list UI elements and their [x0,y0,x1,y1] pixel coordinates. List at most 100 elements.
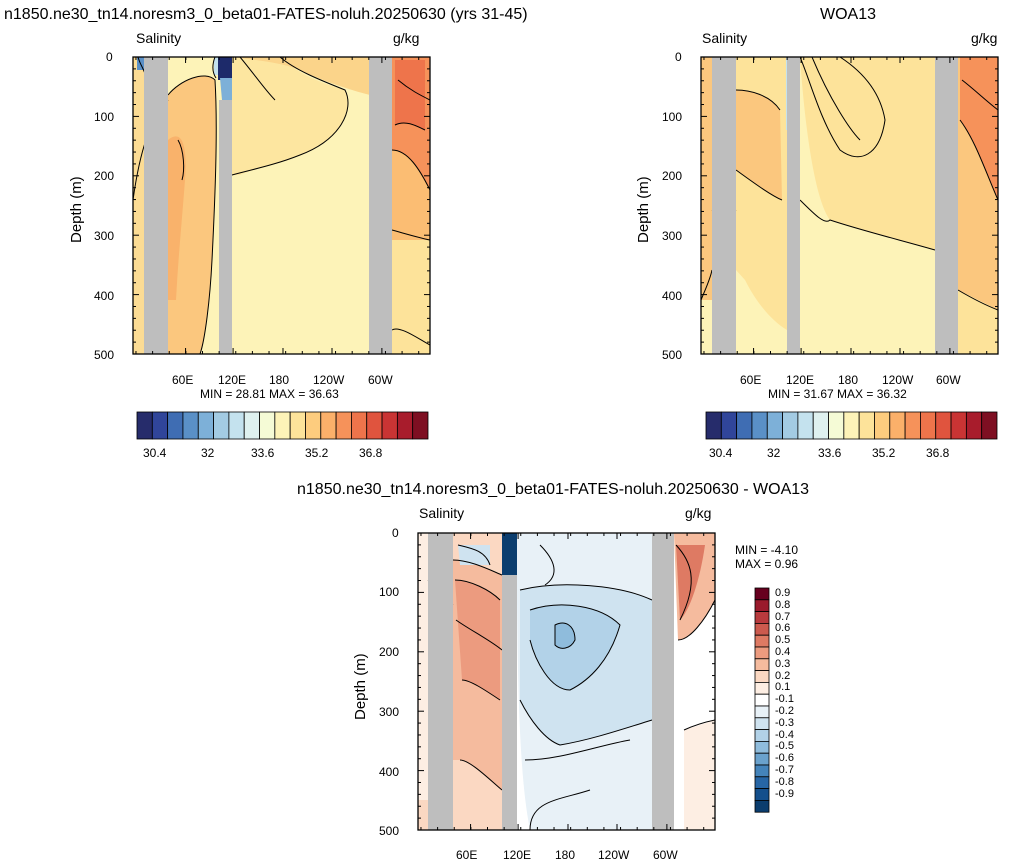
panel1-cb-label-1: 32 [201,446,215,460]
panel3-xtick-180: 180 [555,848,576,862]
colorbar-swatch [754,587,770,601]
panel3-cb-label: -0.8 [775,775,794,788]
panel1-cb-label-4: 36.8 [359,446,383,460]
panel2-xtick-180: 180 [838,373,859,387]
panel3-right-label: g/kg [685,505,712,521]
colorbar-swatch [754,670,770,683]
panel2-ytick-400: 400 [662,289,683,303]
panel2-left-label: Salinity [702,30,748,46]
colorbar-swatch [213,411,230,440]
colorbar-swatch [228,411,245,440]
panel2-frame [700,56,999,355]
panel3-left-label: Salinity [419,505,465,521]
colorbar-swatch [754,599,770,612]
panel1-cb-label-3: 35.2 [305,446,329,460]
panel1-cb-label-0: 30.4 [143,446,167,460]
panel3-cb-label: 0.2 [775,669,791,682]
colorbar-swatch [965,411,983,440]
panel1-left-label: Salinity [136,30,182,46]
panel3-cb-label: 0.9 [775,587,791,599]
panel3-ytick-200: 200 [379,645,400,659]
colorbar-swatch [320,411,337,440]
panel1-colorbar [136,411,429,440]
panel3-ytick-100: 100 [379,585,400,599]
colorbar-swatch [782,411,799,440]
panel2-cb-label-3: 35.2 [872,446,896,460]
panel3-colorbar [754,587,770,813]
panel1-ytick-200: 200 [94,169,115,183]
panel3-cb-label: 0.7 [775,610,791,623]
colorbar-swatch [935,411,952,440]
panel3-stats-min: MIN = -4.10 [735,543,799,557]
panel1-ytick-300: 300 [94,229,115,243]
panel2-xtick-120E: 120E [786,373,815,387]
panel1-ytick-400: 400 [94,289,115,303]
colorbar-swatch [874,411,891,440]
panel3-cb-label: -0.2 [775,705,794,717]
panel2-colorbar [705,411,998,440]
panel1-xtick-60W: 60W [368,373,393,387]
panel1-xtick-60E: 60E [172,373,194,387]
panel1-title: n1850.ne30_tn14.noresm3_0_beta01-FATES-n… [4,6,528,23]
panel1-axis-ticks [133,56,430,355]
panel3-xtick-60W: 60W [653,848,678,862]
panel3-title: n1850.ne30_tn14.noresm3_0_beta01-FATES-n… [297,481,810,498]
colorbar-swatch [720,411,738,440]
colorbar-swatch [950,411,967,440]
panel2-ytick-0: 0 [675,50,682,64]
colorbar-swatch [754,611,770,624]
colorbar-swatch [136,411,153,440]
colorbar-swatch [797,411,814,440]
panel1-cb-label-2: 33.6 [251,446,275,460]
colorbar-swatch [766,411,783,440]
colorbar-swatch [843,411,860,440]
panel2-axis-ticks [701,56,998,355]
panel1-frame [132,56,431,355]
panel2-ytick-300: 300 [662,229,683,243]
panel1-stats: MIN = 28.81 MAX = 36.63 [200,387,339,401]
colorbar-swatch [167,411,184,440]
panel3-cb-label: 0.1 [775,681,791,694]
panel3-cb-label: -0.4 [775,728,794,741]
colorbar-swatch [754,705,770,719]
panel3-cb-label: 0.5 [775,634,791,647]
colorbar-swatch [335,411,352,440]
panel3-xtick-120W: 120W [598,848,630,862]
colorbar-swatch [243,411,260,440]
colorbar-swatch [182,411,199,440]
colorbar-swatch [197,411,214,440]
panel1-ytick-500: 500 [94,348,115,362]
colorbar-swatch [889,411,906,440]
colorbar-swatch [381,411,398,440]
panel3-cb-label: -0.1 [775,693,794,706]
colorbar-swatch [259,411,276,440]
panel2-title: WOA13 [820,6,877,23]
panel2-xtick-120W: 120W [882,373,914,387]
panel2-cb-label-1: 32 [767,446,781,460]
panel1-xtick-120E: 120E [218,373,247,387]
colorbar-swatch [751,411,768,440]
colorbar-swatch [754,717,770,730]
colorbar-swatch [754,752,770,766]
panel3-stats-max: MAX = 0.96 [735,557,799,571]
panel3-cb-label: -0.9 [775,787,794,800]
colorbar-swatch [736,411,753,440]
colorbar-swatch [705,411,722,440]
panel2-ytick-100: 100 [662,110,683,124]
panel3-cb-label: -0.6 [775,752,794,765]
panel3-cb-label: -0.3 [775,716,794,729]
colorbar-swatch [754,729,770,742]
panel2-ytick-500: 500 [662,348,683,362]
panel3-cb-label: -0.7 [775,764,794,776]
colorbar-swatch [754,646,770,660]
colorbar-swatch [754,682,770,695]
colorbar-swatch [754,741,770,754]
colorbar-swatch [754,693,770,707]
panel1-xtick-180: 180 [269,373,290,387]
panel1-right-label: g/kg [393,30,420,46]
colorbar-swatch [904,411,921,440]
colorbar-swatch [396,411,414,440]
panel2-ytick-200: 200 [662,169,683,183]
panel3-field [418,533,715,830]
